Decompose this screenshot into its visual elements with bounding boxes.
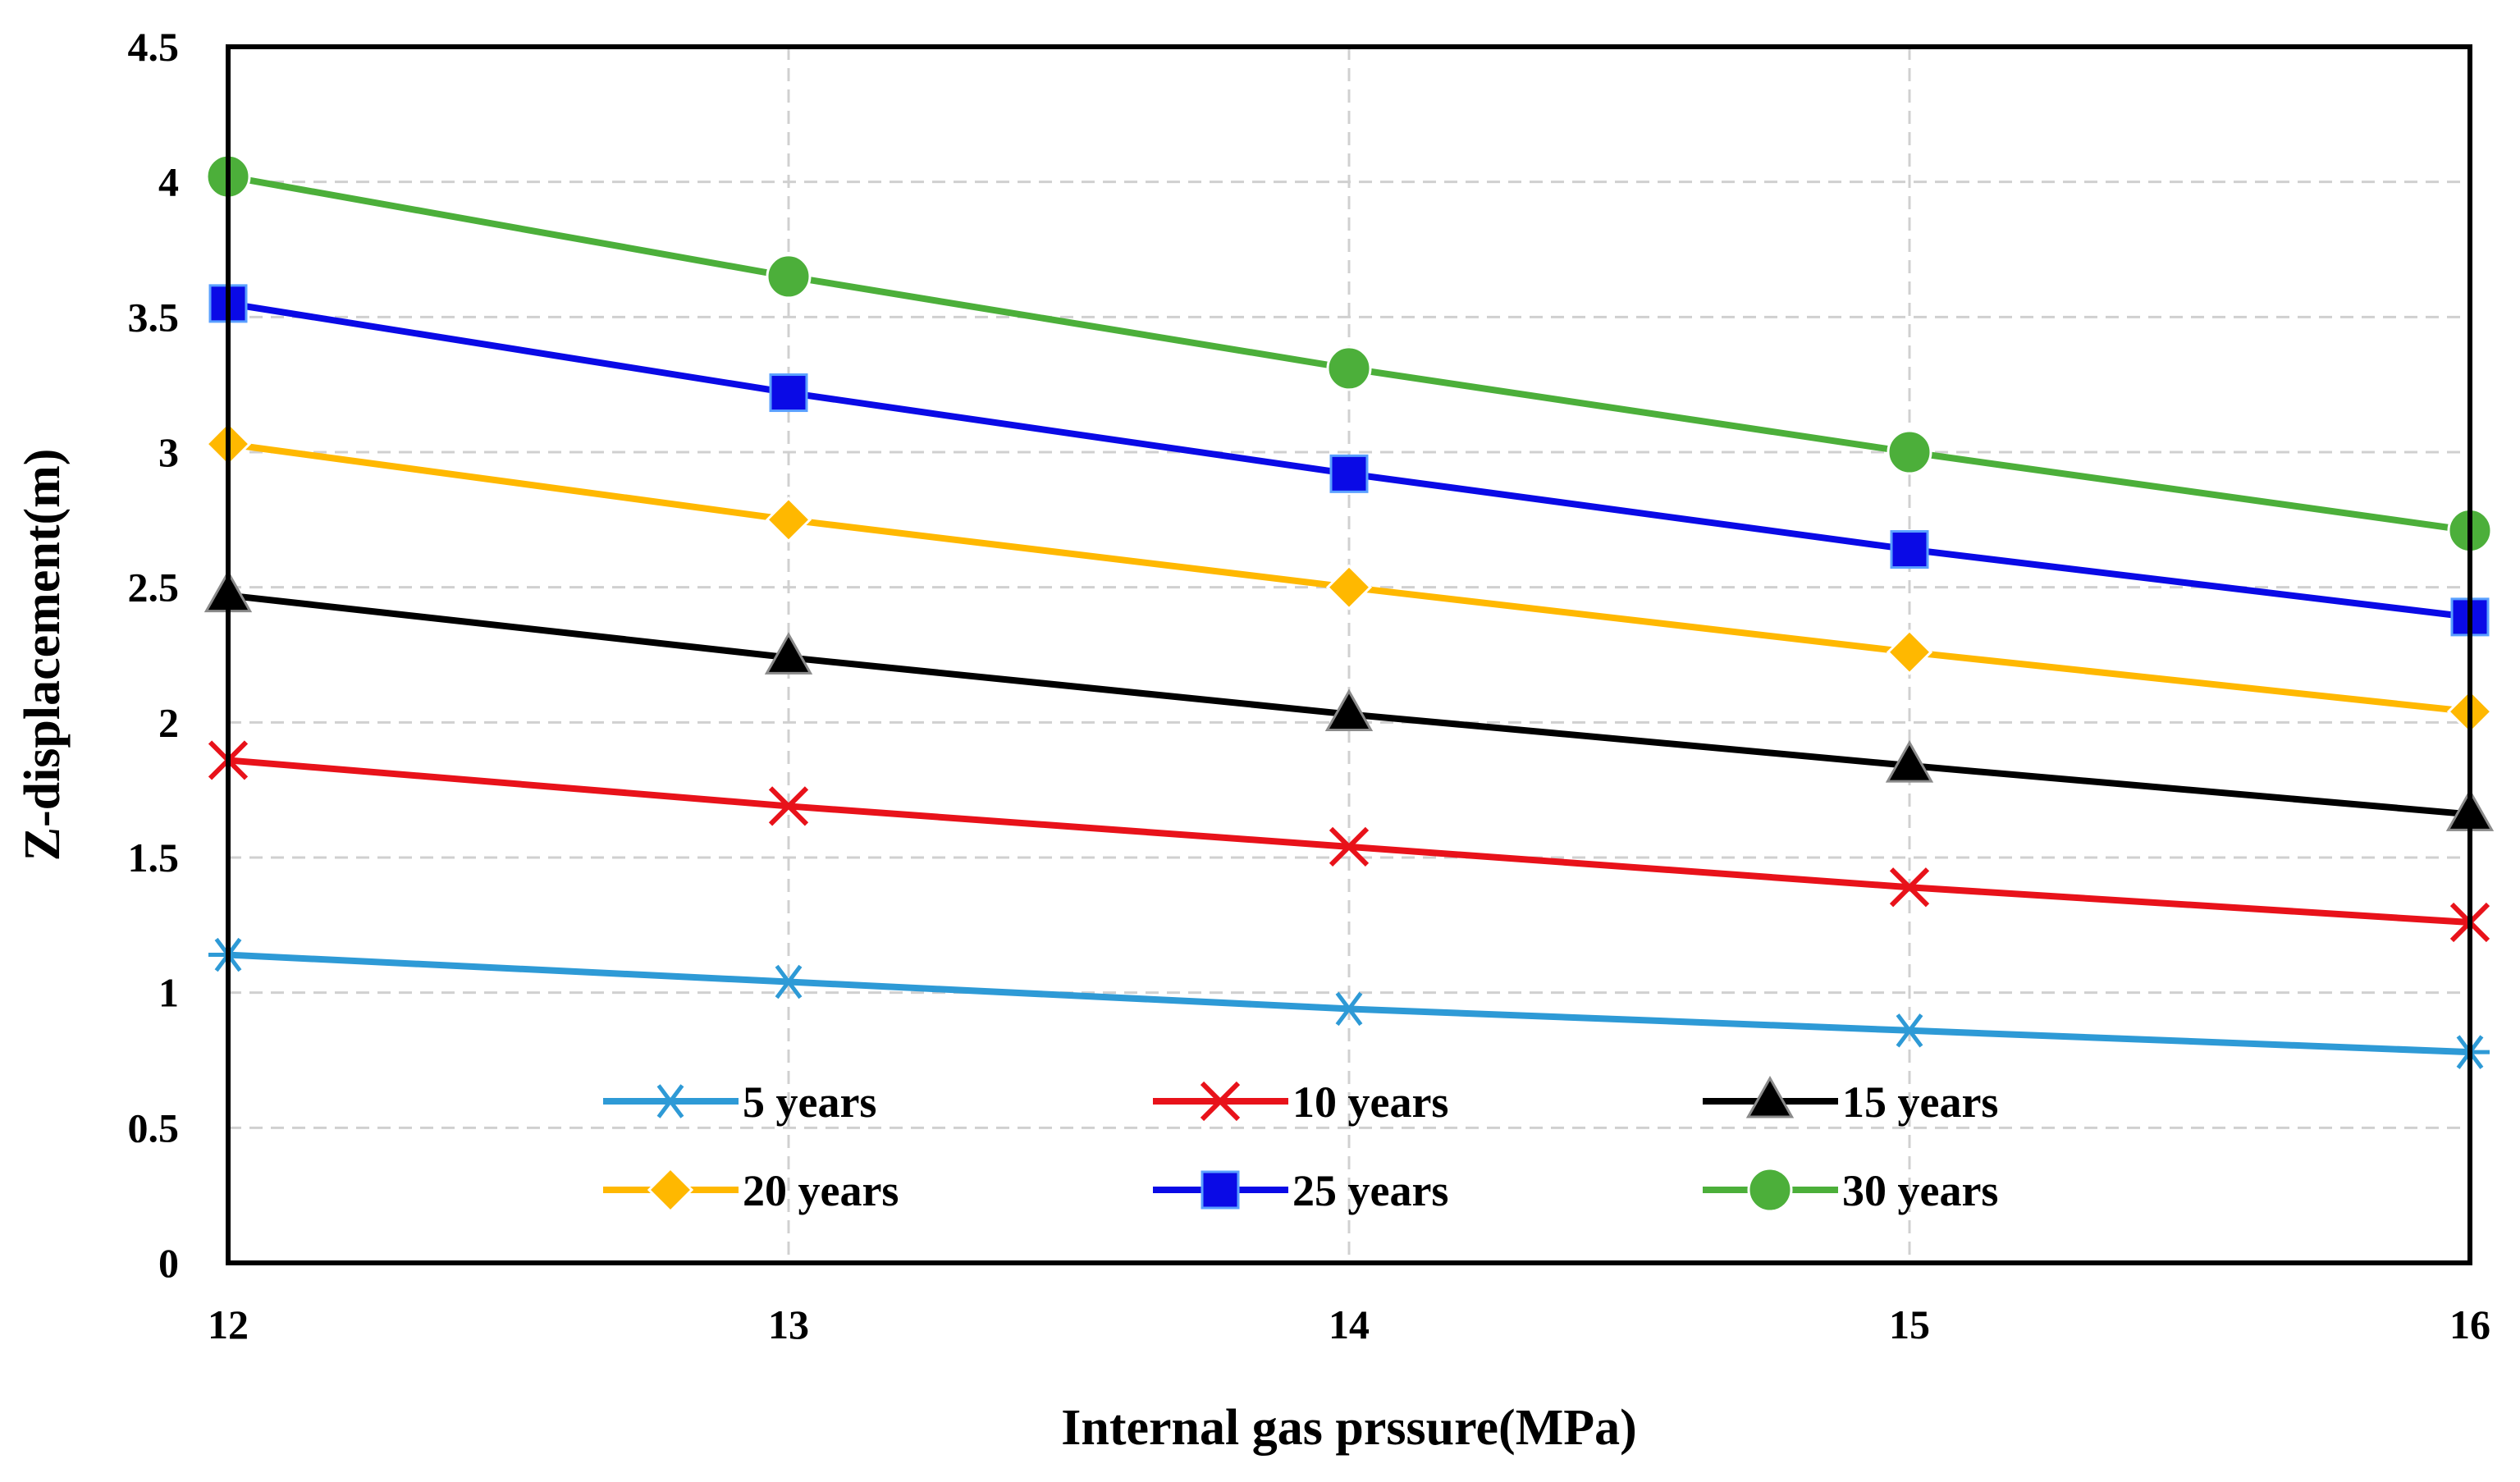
marker-triangle (1885, 739, 1934, 783)
marker-shape (1329, 454, 1369, 493)
marker-shape (1201, 1170, 1240, 1210)
marker-shape (1326, 345, 1372, 391)
legend-label: 25 years (1292, 1166, 1448, 1215)
marker-triangle (764, 632, 813, 675)
legend-label: 10 years (1292, 1077, 1448, 1127)
series-30-years (205, 153, 2493, 554)
marker-shape (1745, 1075, 1795, 1118)
marker-stroke (768, 786, 809, 826)
marker-asterisk (769, 964, 808, 999)
marker-x (768, 786, 809, 826)
legend: 5 years 10 years 15 years 20 years 25 years 3… (603, 1075, 1998, 1215)
x-axis-title: Internal gas prssure(MPa) (1061, 1400, 1636, 1456)
y-tick-label: 4 (158, 159, 179, 205)
legend-item: 5 years (603, 1077, 876, 1127)
marker-stroke (1896, 1013, 1923, 1048)
legend-item: 10 years (1153, 1077, 1448, 1127)
legend-item: 15 years (1703, 1075, 1998, 1127)
marker-stroke (775, 964, 803, 999)
marker-shape (1325, 564, 1373, 611)
marker-x (1329, 826, 1370, 867)
marker-shape (766, 254, 812, 300)
marker-shape (1890, 530, 1929, 569)
marker-asterisk (1890, 1013, 1929, 1048)
marker-shape (1885, 739, 1934, 783)
marker-stroke (1889, 867, 1930, 908)
y-tick-label: 2 (158, 699, 179, 745)
y-tick-label: 3.5 (128, 294, 180, 340)
marker-stroke (1335, 991, 1363, 1027)
marker-circle (1326, 345, 1372, 391)
marker-stroke (1200, 1081, 1241, 1122)
y-tick-label: 1 (158, 970, 179, 1016)
marker-stroke (1329, 826, 1370, 867)
marker-x (1200, 1081, 1241, 1122)
grid-layer (228, 47, 2470, 1263)
legend-item: 30 years (1703, 1166, 1998, 1215)
marker-shape (1887, 429, 1932, 475)
marker-circle (1747, 1167, 1793, 1213)
y-axis-title: Z-displacement(m) (15, 449, 71, 862)
y-tick-label: 4.5 (128, 24, 180, 70)
legend-item: 20 years (603, 1166, 899, 1215)
y-tick-label: 2.5 (128, 565, 180, 611)
series-20-years (204, 420, 2494, 735)
marker-asterisk (651, 1084, 690, 1118)
marker-shape (764, 632, 813, 675)
marker-asterisk (1329, 991, 1369, 1027)
y-tick-label: 0.5 (128, 1105, 180, 1150)
y-tick-label: 0 (158, 1240, 179, 1286)
x-tick-label: 14 (1329, 1301, 1370, 1347)
x-tick-label: 15 (1889, 1301, 1930, 1347)
marker-diamond (1325, 564, 1373, 611)
marker-x (1889, 867, 1930, 908)
legend-item: 25 years (1153, 1166, 1448, 1215)
x-tick-label: 13 (768, 1301, 809, 1347)
marker-diamond (765, 496, 812, 543)
marker-shape (769, 373, 808, 413)
series-25-years (208, 284, 2490, 637)
y-tick-label: 3 (158, 429, 179, 475)
marker-square (1201, 1170, 1240, 1210)
marker-square (769, 373, 808, 413)
marker-square (1890, 530, 1929, 569)
marker-circle (1887, 429, 1932, 475)
marker-shape (1886, 629, 1933, 675)
legend-label: 20 years (743, 1166, 899, 1215)
y-tick-label: 1.5 (128, 835, 180, 881)
marker-shape (1324, 688, 1374, 731)
x-tick-label: 16 (2449, 1301, 2490, 1347)
marker-triangle (1324, 688, 1374, 731)
axes: 0 0.5 1 1.5 2 2.5 3 3.5 4 4.5 12 13 14 15 16 Internal g… (15, 24, 2490, 1456)
marker-shape (1747, 1167, 1793, 1213)
marker-shape (765, 496, 812, 543)
x-tick-label: 12 (208, 1301, 249, 1347)
legend-label: 30 years (1842, 1166, 1998, 1215)
legend-label: 15 years (1842, 1077, 1998, 1127)
legend-label: 5 years (743, 1077, 876, 1127)
series-15-years (204, 569, 2495, 831)
series-layer (204, 153, 2495, 1069)
plot-border (226, 44, 2472, 1265)
marker-circle (766, 254, 812, 300)
marker-diamond (1886, 629, 1933, 675)
marker-shape (647, 1166, 694, 1214)
marker-triangle (1745, 1075, 1795, 1118)
marker-square (1329, 454, 1369, 493)
marker-diamond (647, 1166, 694, 1214)
marker-stroke (656, 1084, 684, 1118)
